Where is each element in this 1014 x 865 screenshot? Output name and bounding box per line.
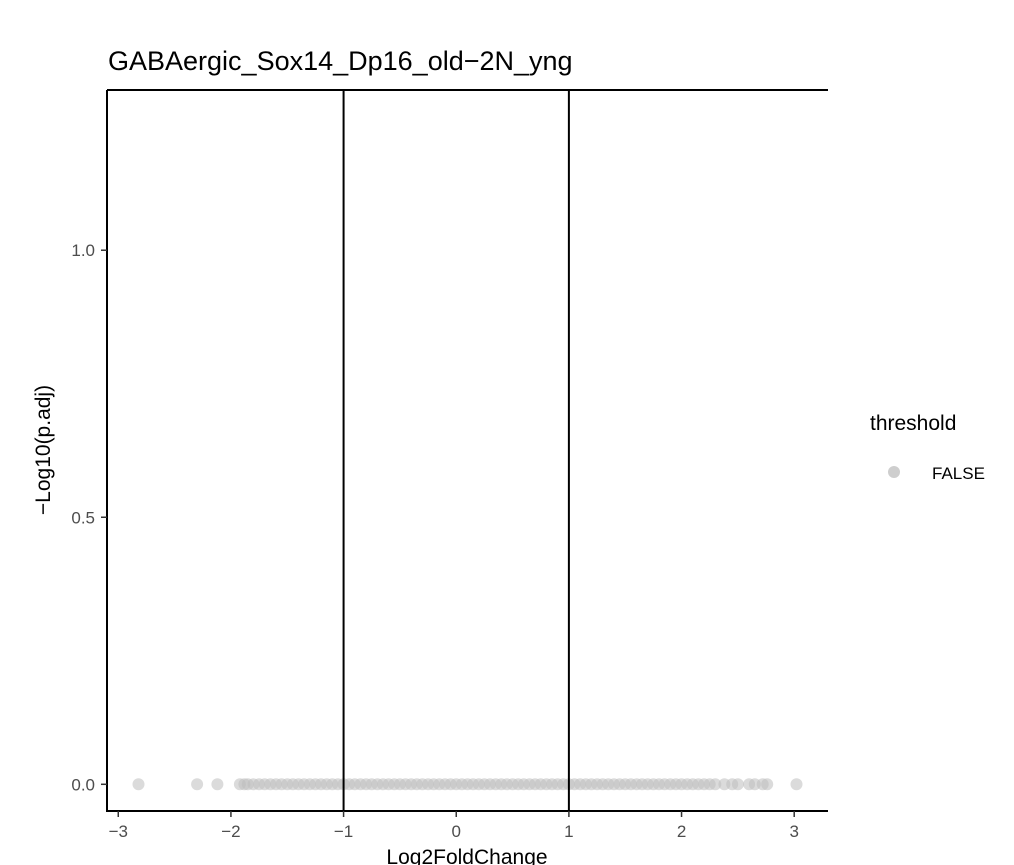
x-tick-label: 3	[789, 822, 798, 841]
data-points	[132, 778, 803, 791]
y-tick-label: 1.0	[71, 241, 95, 260]
x-tick-label: 0	[452, 822, 461, 841]
x-axis-title: Log2FoldChange	[386, 846, 547, 865]
y-axis-title: −Log10(p.adj)	[32, 385, 55, 515]
legend: threshold FALSE	[870, 412, 985, 483]
y-tick-label: 0.5	[71, 508, 95, 527]
x-tick-label: 2	[677, 822, 686, 841]
reference-lines	[107, 89, 828, 811]
x-tick-label: −3	[109, 822, 128, 841]
y-tick-label: 0.0	[71, 775, 95, 794]
x-tick-label: −1	[334, 822, 353, 841]
chart-title: GABAergic_Sox14_Dp16_old−2N_yng	[108, 46, 573, 76]
legend-title: threshold	[870, 412, 956, 435]
data-point	[709, 778, 722, 791]
x-tick-label: 1	[564, 822, 573, 841]
data-point	[761, 778, 774, 791]
data-point	[132, 778, 145, 791]
x-axis-ticks: −3 −2 −1 0 1 2 3	[109, 811, 799, 841]
x-tick-label: −2	[221, 822, 240, 841]
legend-label-false: FALSE	[932, 464, 985, 483]
y-axis-ticks: 0.0 0.5 1.0	[71, 241, 107, 794]
data-point	[731, 778, 744, 791]
data-point	[191, 778, 204, 791]
legend-key-false	[888, 466, 900, 478]
data-point	[790, 778, 803, 791]
axes	[106, 90, 828, 812]
data-point	[211, 778, 224, 791]
